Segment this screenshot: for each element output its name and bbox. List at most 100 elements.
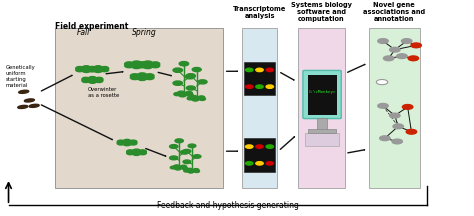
Circle shape — [175, 167, 181, 170]
Circle shape — [89, 78, 96, 81]
Circle shape — [185, 75, 195, 79]
Circle shape — [138, 73, 146, 77]
Circle shape — [89, 67, 97, 70]
Circle shape — [129, 140, 137, 143]
Circle shape — [178, 91, 185, 94]
Circle shape — [130, 74, 139, 78]
Circle shape — [151, 62, 160, 66]
Circle shape — [145, 74, 154, 78]
Circle shape — [181, 93, 187, 95]
Circle shape — [170, 156, 178, 160]
Circle shape — [390, 113, 400, 118]
Circle shape — [183, 149, 191, 153]
Circle shape — [192, 67, 201, 72]
Bar — [244, 62, 275, 95]
Circle shape — [145, 76, 154, 79]
Circle shape — [173, 68, 182, 72]
Circle shape — [266, 162, 273, 165]
Circle shape — [82, 79, 90, 83]
Circle shape — [380, 136, 390, 141]
Circle shape — [185, 91, 192, 95]
Circle shape — [411, 43, 421, 48]
Circle shape — [170, 166, 176, 169]
Circle shape — [82, 77, 90, 81]
Circle shape — [184, 170, 190, 172]
Circle shape — [139, 150, 146, 153]
Circle shape — [406, 129, 417, 134]
Text: Genetically
uniform
starting
material: Genetically uniform starting material — [6, 65, 36, 88]
Circle shape — [194, 170, 200, 173]
Circle shape — [402, 105, 413, 109]
Circle shape — [392, 139, 402, 144]
Circle shape — [179, 94, 186, 97]
Circle shape — [89, 80, 96, 83]
Circle shape — [401, 39, 412, 43]
Circle shape — [133, 152, 140, 156]
Circle shape — [191, 96, 198, 98]
Bar — [244, 138, 275, 172]
Circle shape — [144, 65, 152, 69]
Circle shape — [138, 76, 146, 81]
Circle shape — [187, 97, 194, 100]
Circle shape — [132, 65, 141, 69]
Ellipse shape — [24, 99, 35, 102]
Circle shape — [88, 67, 95, 70]
Circle shape — [193, 169, 199, 171]
Circle shape — [198, 80, 207, 84]
Circle shape — [173, 81, 182, 85]
Circle shape — [246, 162, 253, 165]
Circle shape — [133, 151, 140, 154]
Circle shape — [123, 139, 131, 143]
Text: Novel gene
associations and
annotation: Novel gene associations and annotation — [363, 2, 426, 22]
Circle shape — [266, 85, 273, 88]
Circle shape — [378, 39, 388, 43]
Text: Transcriptome
analysis: Transcriptome analysis — [233, 6, 286, 19]
Circle shape — [174, 165, 180, 168]
Circle shape — [199, 97, 205, 100]
FancyBboxPatch shape — [298, 28, 345, 188]
Circle shape — [139, 151, 146, 155]
Text: Spring: Spring — [132, 28, 157, 37]
Bar — [317, 118, 327, 130]
Circle shape — [82, 66, 90, 69]
Circle shape — [88, 68, 95, 72]
Circle shape — [186, 86, 195, 90]
Circle shape — [133, 63, 140, 67]
Circle shape — [256, 145, 263, 148]
Circle shape — [256, 68, 263, 72]
Text: Fall: Fall — [76, 28, 90, 37]
Circle shape — [123, 142, 131, 146]
Ellipse shape — [29, 104, 39, 107]
Text: Overwinter
as a rosette: Overwinter as a rosette — [88, 87, 119, 98]
Circle shape — [83, 68, 90, 71]
Circle shape — [393, 124, 403, 129]
Circle shape — [94, 69, 102, 73]
Circle shape — [101, 68, 109, 72]
Circle shape — [266, 68, 273, 72]
Circle shape — [117, 140, 125, 143]
Circle shape — [95, 68, 101, 71]
Circle shape — [256, 85, 263, 88]
Circle shape — [181, 150, 189, 154]
Circle shape — [187, 168, 192, 171]
Circle shape — [129, 142, 137, 145]
Circle shape — [95, 77, 103, 81]
Circle shape — [144, 61, 152, 65]
FancyBboxPatch shape — [242, 28, 277, 188]
Bar — [308, 75, 337, 115]
Circle shape — [194, 97, 200, 100]
Circle shape — [151, 64, 160, 68]
Circle shape — [127, 151, 134, 155]
Bar — [305, 133, 339, 146]
Ellipse shape — [18, 105, 28, 108]
FancyBboxPatch shape — [303, 70, 341, 119]
Circle shape — [192, 98, 199, 101]
Circle shape — [193, 155, 201, 158]
Circle shape — [383, 56, 394, 61]
Circle shape — [190, 170, 194, 172]
Circle shape — [76, 67, 83, 70]
Circle shape — [175, 139, 183, 143]
Circle shape — [89, 76, 96, 80]
Circle shape — [101, 67, 109, 70]
Circle shape — [136, 64, 145, 68]
